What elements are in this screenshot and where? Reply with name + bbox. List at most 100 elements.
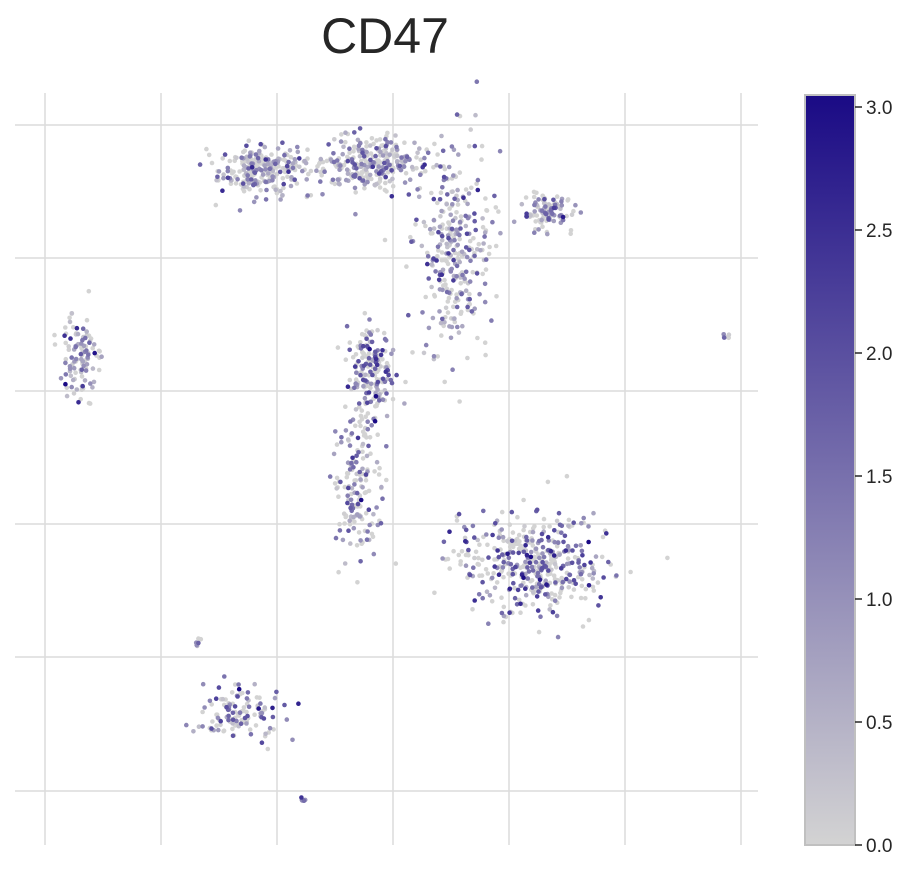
cell-point bbox=[278, 188, 283, 194]
cell-point bbox=[536, 589, 541, 594]
cell-point bbox=[528, 213, 533, 218]
cell-point bbox=[378, 149, 383, 155]
cell-point bbox=[354, 490, 360, 496]
cell-point bbox=[374, 505, 379, 510]
cell-point bbox=[371, 511, 376, 517]
cell-point bbox=[374, 362, 380, 368]
cell-point bbox=[537, 555, 542, 561]
cell-point bbox=[230, 717, 236, 722]
cell-point bbox=[493, 521, 498, 526]
cell-point bbox=[489, 575, 495, 581]
cell-point bbox=[432, 141, 437, 147]
cell-point bbox=[86, 400, 92, 406]
cell-point bbox=[454, 112, 460, 117]
cell-point bbox=[263, 179, 269, 185]
cell-point bbox=[540, 224, 545, 229]
cell-point bbox=[482, 340, 488, 346]
cell-point bbox=[319, 173, 325, 178]
cell-point bbox=[522, 523, 527, 529]
cell-point bbox=[380, 153, 386, 158]
cell-point bbox=[240, 181, 246, 186]
cell-point bbox=[530, 526, 536, 531]
cell-point bbox=[586, 583, 592, 588]
cell-point bbox=[365, 400, 370, 406]
cell-point bbox=[318, 156, 324, 162]
cell-point bbox=[68, 373, 74, 379]
cell-point bbox=[237, 208, 243, 213]
cell-point bbox=[273, 187, 279, 193]
colorbar-tick-label: 2.0 bbox=[866, 344, 892, 365]
cell-point bbox=[446, 221, 452, 227]
cell-point bbox=[257, 148, 262, 154]
cell-point bbox=[437, 224, 443, 230]
cell-point bbox=[338, 479, 343, 485]
cell-point bbox=[551, 218, 557, 224]
cell-point bbox=[86, 352, 91, 357]
cell-point bbox=[84, 348, 89, 353]
cell-point bbox=[234, 155, 239, 161]
cell-point bbox=[332, 137, 337, 142]
cell-point bbox=[436, 248, 441, 253]
cell-point bbox=[258, 701, 263, 706]
cell-point bbox=[529, 564, 535, 570]
cell-point bbox=[568, 231, 573, 237]
cell-point bbox=[274, 689, 279, 695]
cell-point bbox=[444, 286, 450, 292]
cell-point bbox=[308, 168, 314, 174]
cell-point bbox=[571, 578, 577, 583]
cell-point bbox=[548, 603, 553, 608]
cell-point bbox=[389, 351, 394, 357]
cell-point bbox=[315, 164, 320, 169]
cell-point bbox=[404, 154, 410, 160]
cell-point bbox=[248, 177, 254, 182]
cell-point bbox=[218, 722, 223, 728]
cell-point bbox=[63, 325, 68, 330]
cell-point bbox=[327, 474, 333, 479]
cell-point bbox=[354, 543, 360, 548]
cell-point bbox=[343, 177, 349, 183]
cell-point bbox=[67, 366, 73, 372]
cell-point bbox=[550, 609, 556, 615]
cell-point bbox=[550, 211, 555, 217]
cell-point bbox=[487, 244, 492, 250]
cell-point bbox=[466, 552, 471, 558]
cell-point bbox=[540, 565, 545, 571]
cell-point bbox=[450, 367, 455, 373]
cell-point bbox=[63, 360, 68, 366]
cell-point bbox=[360, 456, 366, 461]
cell-point bbox=[523, 586, 528, 591]
cell-point bbox=[368, 385, 373, 391]
cell-point bbox=[544, 582, 549, 587]
cell-point bbox=[248, 732, 254, 737]
cell-point bbox=[387, 152, 393, 158]
cell-point bbox=[516, 550, 521, 556]
cell-point bbox=[338, 139, 344, 144]
cell-point bbox=[271, 727, 276, 732]
cell-point bbox=[297, 164, 302, 170]
cell-point bbox=[380, 357, 385, 362]
cell-point bbox=[492, 564, 498, 569]
cell-point bbox=[551, 573, 557, 578]
cell-point bbox=[350, 354, 356, 360]
cell-point bbox=[352, 385, 357, 391]
cell-point bbox=[237, 710, 243, 715]
cell-point bbox=[353, 423, 358, 429]
cell-point bbox=[427, 226, 433, 232]
cell-point bbox=[415, 187, 420, 192]
cell-point bbox=[384, 165, 389, 171]
cell-point bbox=[262, 705, 268, 710]
cell-point bbox=[429, 284, 434, 290]
cell-point bbox=[353, 407, 359, 412]
cell-point bbox=[206, 152, 212, 158]
cell-point bbox=[477, 291, 482, 297]
cell-point bbox=[96, 367, 102, 373]
cell-point bbox=[241, 149, 246, 155]
cell-point bbox=[282, 169, 288, 175]
cell-point bbox=[352, 519, 357, 524]
cell-point bbox=[301, 798, 307, 803]
cell-point bbox=[257, 695, 262, 700]
cell-point bbox=[538, 614, 543, 619]
cell-point bbox=[263, 197, 269, 202]
cell-point bbox=[545, 479, 551, 485]
cell-point bbox=[288, 183, 294, 189]
